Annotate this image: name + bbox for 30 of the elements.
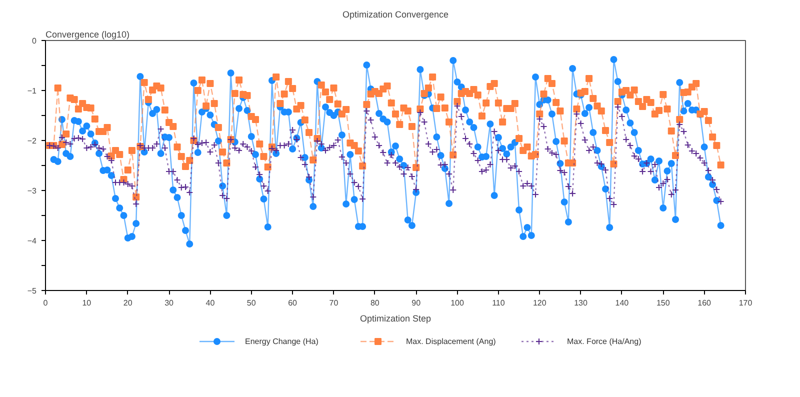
x-tick-label: 130 [574, 298, 588, 308]
x-tick-label: 150 [656, 298, 670, 308]
y-tick-label: −4 [27, 236, 38, 246]
x-tick-label: 120 [532, 298, 547, 308]
x-tick-label: 90 [412, 298, 422, 308]
y-tick-label: −3 [27, 186, 38, 196]
x-tick-label: 60 [288, 298, 298, 308]
x-tick-label: 10 [82, 298, 92, 308]
x-tick-label: 170 [738, 298, 753, 308]
x-tick-label: 0 [43, 298, 48, 308]
x-tick-label: 100 [450, 298, 464, 308]
x-tick-label: 50 [246, 298, 256, 308]
x-tick-label: 140 [615, 298, 630, 308]
x-tick-label: 110 [492, 298, 506, 308]
y-axis-title: Convergence (log10) [46, 30, 130, 40]
y-tick-label: −5 [27, 286, 38, 296]
chart-title: Optimization Convergence [342, 10, 449, 20]
x-tick-label: 30 [164, 298, 174, 308]
x-tick-label: 70 [329, 298, 339, 308]
x-tick-label: 80 [370, 298, 380, 308]
legend-label: Energy Change (Ha) [245, 337, 319, 346]
x-tick-label: 40 [206, 298, 216, 308]
y-tick-label: 0 [32, 36, 38, 46]
legend-label: Max. Displacement (Ang) [406, 337, 496, 346]
legend-label: Max. Force (Ha/Ang) [567, 337, 642, 346]
x-tick-label: 20 [123, 298, 133, 308]
y-tick-label: −1 [27, 86, 38, 96]
x-tick-label: 160 [698, 298, 712, 308]
y-tick-label: −2 [27, 136, 38, 146]
x-axis-title: Optimization Step [360, 314, 432, 324]
